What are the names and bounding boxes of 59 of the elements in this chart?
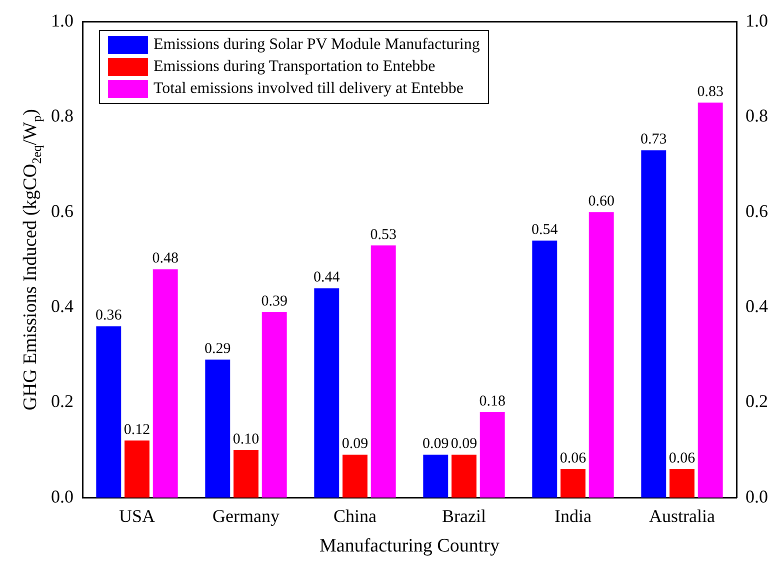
data-label: 0.06 <box>560 450 587 466</box>
bar <box>641 150 666 498</box>
x-tick-label: Brazil <box>442 506 486 526</box>
data-label: 0.73 <box>640 132 667 148</box>
y-tick-label: 0.2 <box>51 391 74 412</box>
data-label: 0.36 <box>96 308 122 324</box>
y2-tick-label: 0.2 <box>746 391 768 412</box>
data-label: 0.10 <box>232 431 260 448</box>
data-label: 0.48 <box>152 250 178 267</box>
x-tick-label: China <box>334 506 377 526</box>
y-tick-label: 0.0 <box>51 486 74 506</box>
data-label: 0.39 <box>261 293 288 310</box>
data-label: 0.09 <box>450 436 478 452</box>
y-tick-label: 0.6 <box>51 200 74 221</box>
bar <box>480 412 505 498</box>
x-tick-label: Australia <box>649 506 715 526</box>
y-tick-label: 1.0 <box>51 10 74 31</box>
data-label: 0.44 <box>314 270 340 286</box>
data-label: 0.60 <box>588 194 614 210</box>
bar <box>532 240 558 498</box>
bar <box>124 440 150 498</box>
legend-label: Emissions during Solar PV Module Manufacturing <box>154 36 480 54</box>
bar <box>152 269 178 498</box>
bar <box>205 360 230 498</box>
data-label: 0.29 <box>204 341 231 358</box>
bar <box>370 245 396 498</box>
data-label: 0.12 <box>124 422 150 438</box>
data-label: 0.18 <box>479 393 506 410</box>
bar <box>342 454 368 498</box>
x-tick-label: USA <box>118 506 156 526</box>
bar <box>698 102 723 498</box>
bar <box>452 454 476 498</box>
data-label: 0.83 <box>697 84 724 100</box>
legend-label: Total emissions involved till delivery at Entebbe <box>154 80 464 98</box>
bar <box>96 326 122 498</box>
y2-tick-label: 1.0 <box>746 10 768 31</box>
y2-tick-label: 0.6 <box>746 200 768 221</box>
data-label: 0.54 <box>532 222 558 238</box>
y-axis-title: GHG Emissions Induced (kgCO2eq/Wp) <box>20 109 44 410</box>
bar <box>314 288 340 498</box>
bar <box>423 454 448 498</box>
data-label: 0.09 <box>422 436 449 452</box>
bar <box>560 469 586 498</box>
x-axis-title: Manufacturing Country <box>320 536 500 557</box>
data-label: 0.09 <box>342 436 368 452</box>
y2-tick-label: 0.4 <box>746 296 768 316</box>
bar <box>262 312 287 498</box>
x-tick-label: Germany <box>212 506 280 526</box>
x-tick-label: India <box>554 506 592 526</box>
legend-label: Emissions during Transportation to Entebbe <box>154 58 436 76</box>
data-label: 0.53 <box>370 226 396 243</box>
bar <box>670 469 694 498</box>
y2-tick-label: 0.0 <box>746 486 768 506</box>
y-tick-label: 0.4 <box>51 296 74 316</box>
y-tick-label: 0.8 <box>51 106 74 126</box>
data-label: 0.06 <box>668 450 696 466</box>
bar <box>588 212 614 498</box>
bar <box>234 450 258 498</box>
y2-tick-label: 0.8 <box>746 106 768 126</box>
